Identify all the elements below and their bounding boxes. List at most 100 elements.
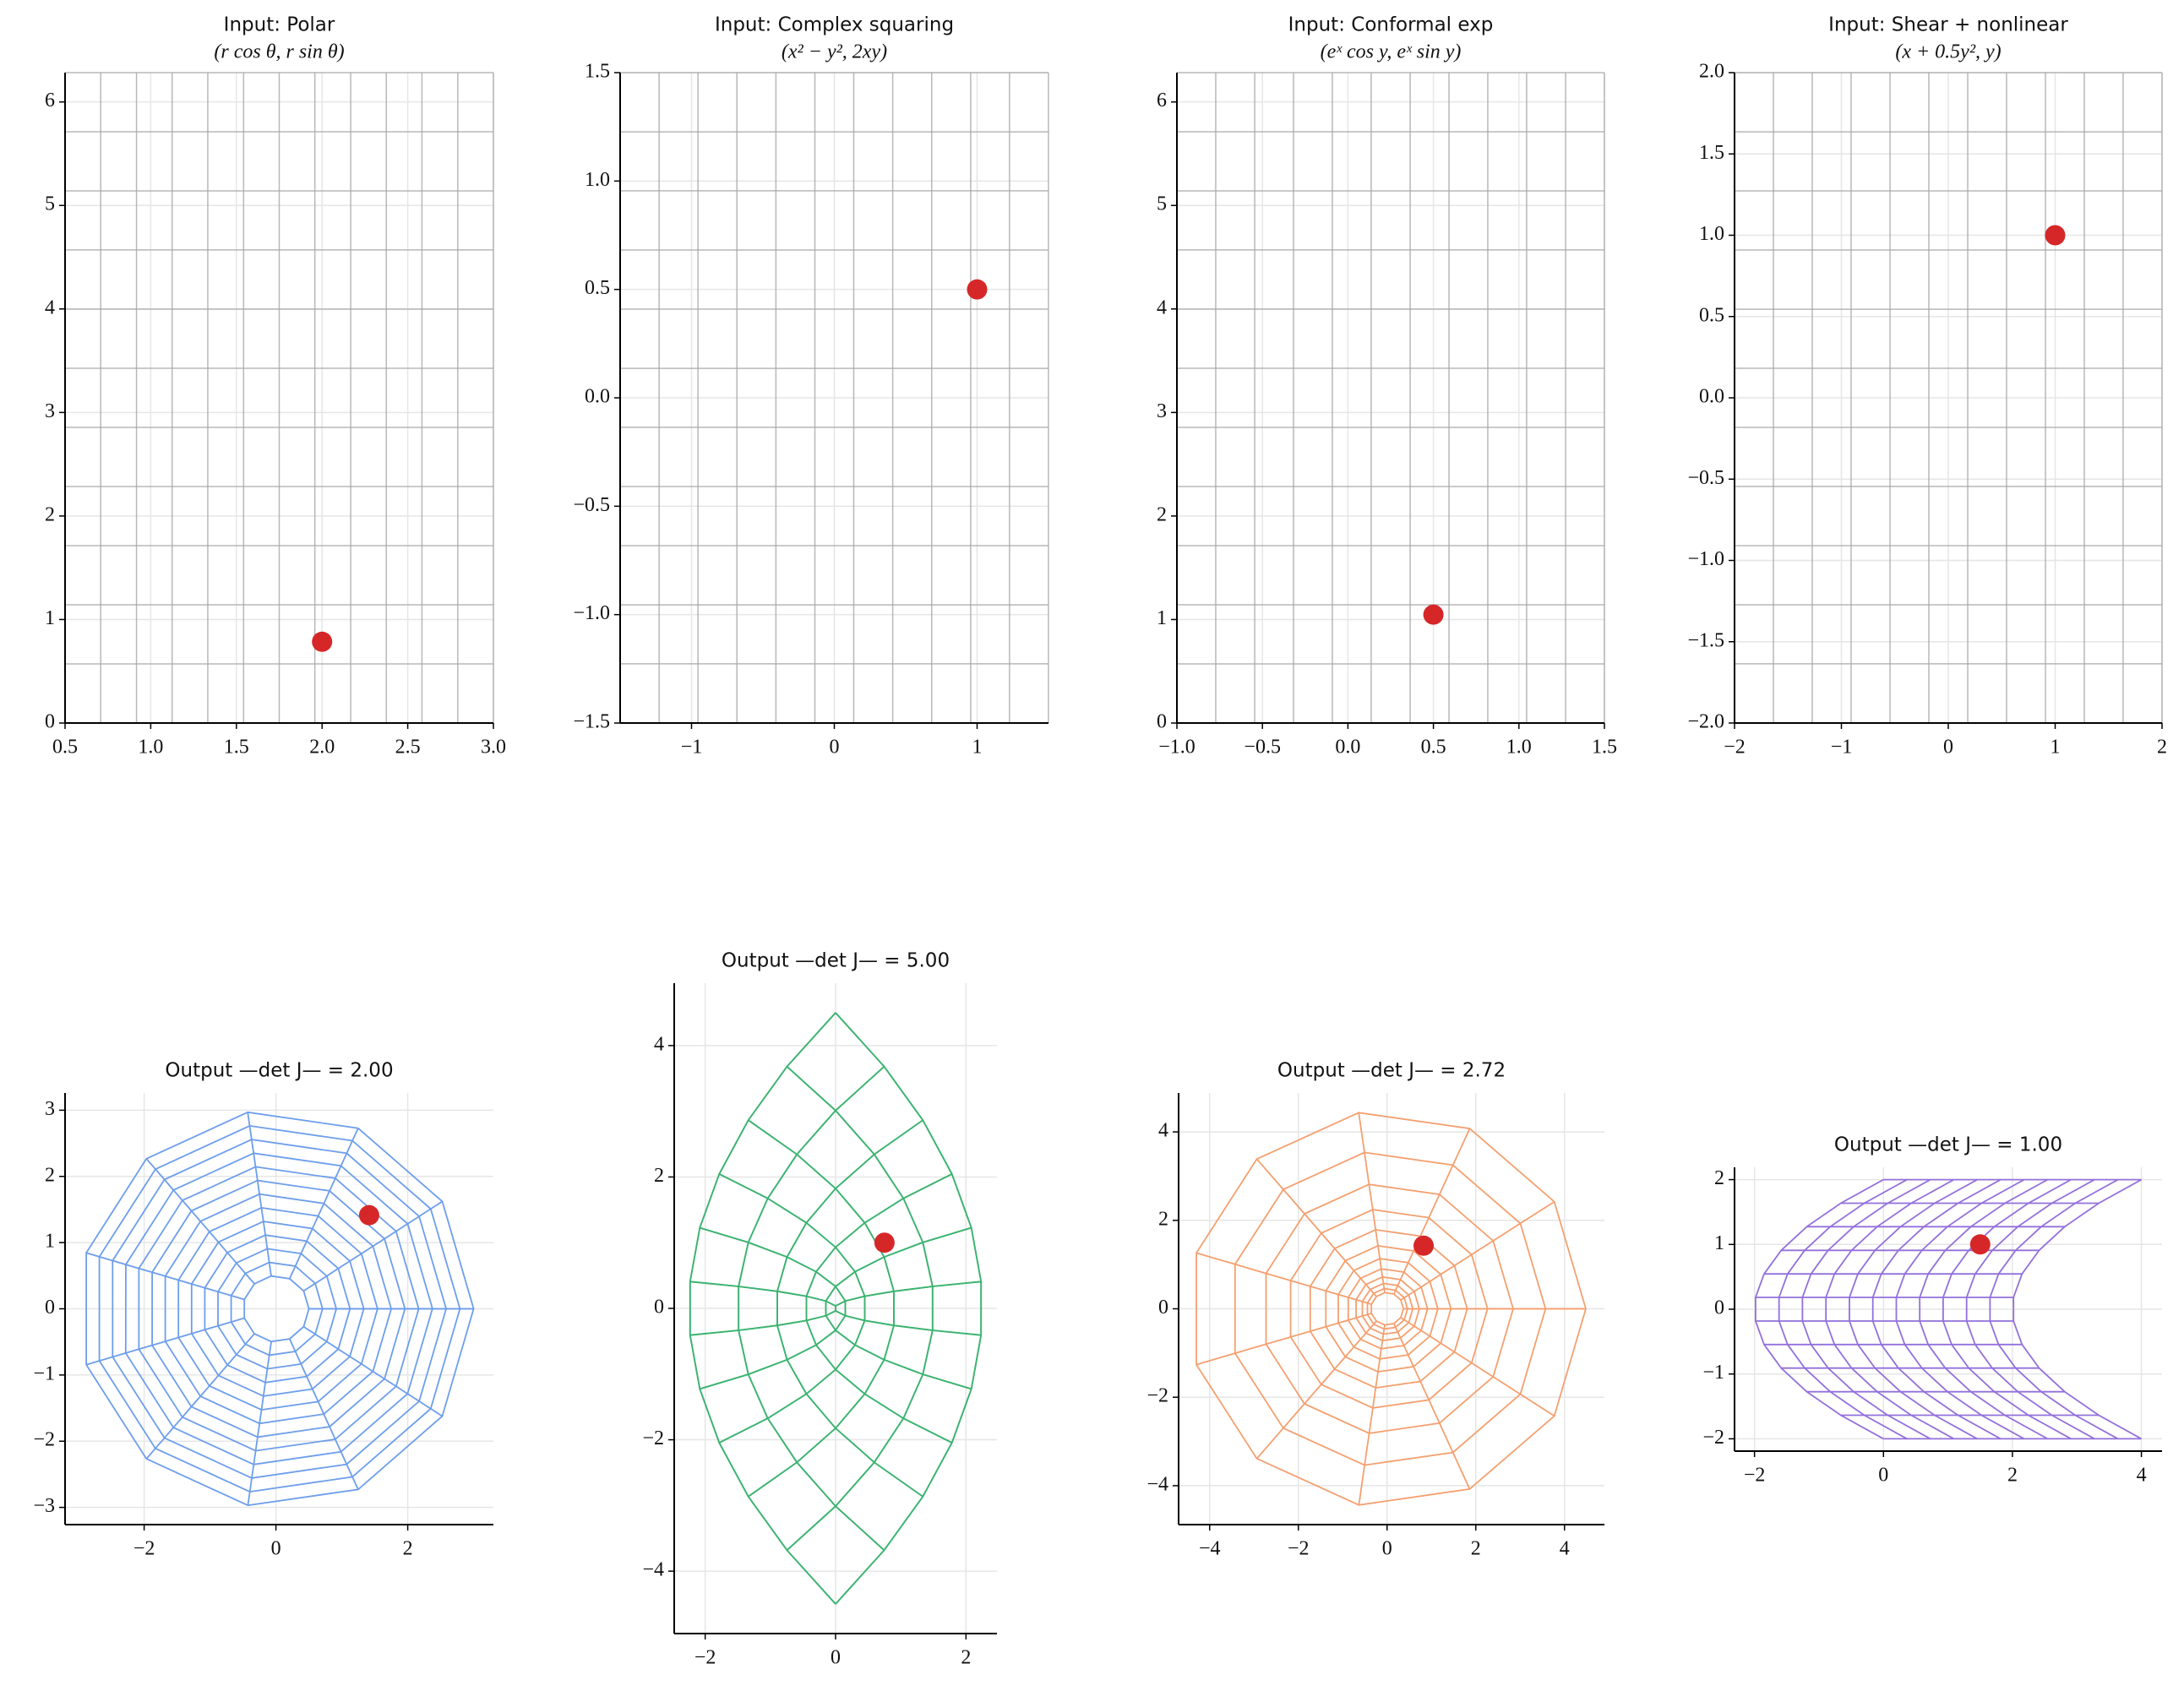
- mesh-curve: [1778, 1178, 1908, 1440]
- mesh-curve: [85, 1252, 245, 1301]
- y-tick-label: 1.5: [1699, 142, 1724, 164]
- point: [1413, 1235, 1435, 1256]
- y-tick-label: −0.5: [573, 494, 610, 516]
- mesh-curve: [1754, 1178, 1884, 1440]
- x-tick-label: 2: [403, 1538, 413, 1560]
- x-tick-label: 1: [2051, 737, 2061, 759]
- mesh-curve: [1895, 1178, 2025, 1440]
- mesh-curve: [1347, 1268, 1429, 1350]
- y-tick-label: 1: [45, 607, 55, 629]
- y-tick-label: 3: [1157, 400, 1167, 422]
- x-tick-label: 0: [830, 737, 840, 759]
- chart-subtitle: (eˣ cos y, eˣ sin y): [1321, 41, 1462, 63]
- mesh-curve: [1195, 1252, 1372, 1305]
- y-tick-label: 0: [1157, 711, 1167, 733]
- mesh-curve: [835, 1012, 983, 1605]
- mesh-curve: [1234, 1151, 1547, 1466]
- chart-subtitle: (x + 0.5y², y): [1895, 41, 2001, 63]
- mesh-curve: [748, 1119, 895, 1498]
- y-tick-label: 5: [45, 193, 55, 215]
- y-tick-label: 0.0: [585, 386, 610, 408]
- y-tick-label: 6: [45, 90, 55, 111]
- chart-title: Input: Shear + nonlinear: [1828, 14, 2068, 36]
- x-tick-label: −2: [1288, 1538, 1310, 1560]
- mesh-curve: [1361, 1282, 1414, 1335]
- mesh-curve: [217, 1248, 337, 1370]
- y-tick-label: 6: [1157, 90, 1167, 111]
- y-tick-label: 0.0: [1699, 386, 1724, 408]
- x-tick-label: 0: [1878, 1465, 1888, 1487]
- y-tick-label: 1.0: [585, 169, 610, 191]
- point: [1423, 604, 1444, 625]
- point: [312, 631, 333, 652]
- y-tick-label: 1: [1714, 1232, 1724, 1254]
- y-tick-label: 4: [654, 1033, 664, 1055]
- y-tick-label: 0: [1714, 1297, 1724, 1319]
- mesh-curve: [1849, 1178, 1978, 1440]
- y-tick-label: 0: [45, 711, 55, 733]
- mesh-curve: [1919, 1178, 2048, 1440]
- x-tick-label: 2: [2007, 1465, 2018, 1487]
- y-tick-label: 2: [1714, 1167, 1724, 1189]
- chart-subtitle: (x² − y², 2xy): [782, 41, 887, 63]
- mesh-curve: [1355, 1275, 1420, 1342]
- y-tick-label: 0.5: [585, 277, 610, 299]
- y-tick-label: 1.0: [1699, 223, 1724, 245]
- x-tick-label: 0: [1382, 1538, 1392, 1560]
- x-tick-label: 4: [2137, 1465, 2147, 1487]
- y-tick-label: 1: [1157, 607, 1167, 629]
- mesh-curve: [835, 1280, 982, 1336]
- point: [1969, 1234, 1991, 1255]
- x-tick-label: 2.0: [309, 737, 335, 759]
- y-tick-label: 0: [654, 1297, 664, 1319]
- y-tick-label: −2: [33, 1429, 55, 1451]
- mesh-curve: [2012, 1178, 2143, 1440]
- mesh-curve: [164, 1193, 392, 1425]
- mesh-curve: [243, 1275, 310, 1343]
- mesh-curve: [1989, 1178, 2119, 1440]
- point: [967, 279, 988, 300]
- mesh-curve: [190, 1221, 365, 1397]
- y-tick-label: 2: [45, 1164, 55, 1186]
- mesh-curve: [151, 1179, 406, 1438]
- mesh-curve: [786, 1066, 934, 1551]
- mesh-curve: [1400, 1200, 1555, 1301]
- y-tick-label: −1.0: [573, 602, 610, 624]
- y-tick-label: −3: [33, 1495, 55, 1517]
- x-tick-label: 4: [1560, 1538, 1570, 1560]
- x-tick-label: 1.5: [224, 737, 249, 759]
- y-tick-label: 4: [45, 296, 55, 318]
- x-tick-label: −1: [1831, 737, 1853, 759]
- mesh-curve: [805, 1173, 953, 1444]
- x-tick-label: −4: [1199, 1538, 1221, 1560]
- x-tick-label: 1.5: [1592, 737, 1617, 759]
- y-tick-label: 1: [45, 1231, 55, 1253]
- x-tick-label: 2.5: [395, 737, 421, 759]
- x-tick-label: −0.5: [1244, 737, 1281, 759]
- x-tick-label: 2: [961, 1647, 971, 1669]
- x-tick-label: 2: [1471, 1538, 1481, 1560]
- mesh-curve: [1195, 1313, 1372, 1366]
- x-tick-label: −2: [1724, 737, 1746, 759]
- x-tick-label: 0: [271, 1538, 281, 1560]
- mesh-curve: [1392, 1128, 1471, 1295]
- y-tick-label: 3: [45, 1098, 55, 1120]
- point: [2045, 225, 2066, 246]
- mesh-curve: [288, 1338, 359, 1490]
- mesh-curve: [738, 1066, 885, 1551]
- mesh-curve: [1255, 1158, 1377, 1297]
- y-tick-label: −1: [33, 1362, 55, 1384]
- x-tick-label: 1: [972, 737, 983, 759]
- y-tick-label: 2: [1157, 503, 1167, 525]
- mesh-curve: [85, 1111, 475, 1507]
- y-tick-label: −0.5: [1687, 467, 1724, 489]
- x-tick-label: 3.0: [481, 737, 506, 759]
- x-tick-label: 0.5: [52, 737, 78, 759]
- y-tick-label: −2: [1702, 1427, 1724, 1449]
- mesh-curve: [1825, 1178, 1955, 1440]
- y-tick-label: 0.5: [1699, 304, 1724, 326]
- y-tick-label: 0: [1158, 1297, 1168, 1319]
- mesh-curve: [145, 1333, 255, 1460]
- chart-subtitle: (r cos θ, r sin θ): [214, 41, 344, 63]
